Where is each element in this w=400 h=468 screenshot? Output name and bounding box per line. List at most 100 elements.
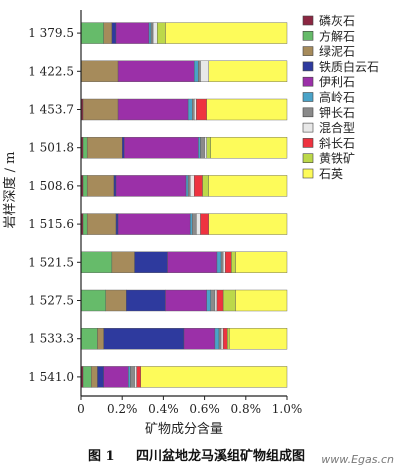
bar-segment-7-5 bbox=[206, 289, 211, 312]
legend-label-10: 石英 bbox=[319, 167, 343, 181]
legend-label-9: 黄铁矿 bbox=[319, 152, 355, 166]
x-tick-label-1: 0.2% bbox=[107, 402, 138, 416]
bar-segment-4-8 bbox=[194, 175, 203, 197]
bar-segment-0-9 bbox=[157, 22, 166, 44]
bar-segment-8-8 bbox=[222, 328, 228, 350]
bar-segment-0-6 bbox=[150, 22, 154, 44]
bar-segment-5-3 bbox=[115, 213, 119, 235]
bar-segment-7-2 bbox=[105, 289, 127, 312]
bar-segment-5-4 bbox=[117, 213, 191, 235]
bar-segment-6-8 bbox=[224, 251, 232, 274]
bar-segment-0-1 bbox=[80, 22, 104, 44]
bar-segment-2-6 bbox=[192, 98, 195, 121]
bar-segment-1-6 bbox=[198, 60, 201, 82]
y-tick-label-8: 1 533.3 bbox=[28, 332, 74, 346]
bar-segment-4-1 bbox=[82, 175, 88, 197]
bar-segment-7-9 bbox=[222, 289, 236, 312]
bar-segment-3-5 bbox=[198, 136, 201, 159]
legend-label-7: 混合型 bbox=[319, 120, 355, 135]
bar-segment-1-4 bbox=[117, 60, 195, 82]
legend-label-6: 钾长石 bbox=[319, 106, 355, 120]
figure-caption-number: 图 1 bbox=[88, 449, 115, 464]
bar-segment-8-4 bbox=[183, 328, 216, 350]
bar-segment-3-2 bbox=[86, 136, 123, 159]
bar-segment-2-10 bbox=[206, 98, 288, 121]
bar-segment-4-9 bbox=[202, 175, 209, 197]
bar-segment-7-7 bbox=[214, 289, 218, 312]
bar-segment-0-7 bbox=[152, 22, 158, 44]
bar-segment-4-4 bbox=[115, 175, 187, 197]
bar-segment-7-3 bbox=[126, 289, 166, 312]
bar-segment-8-1 bbox=[80, 328, 98, 350]
y-tick-label-2: 1 453.7 bbox=[28, 103, 74, 117]
bar-segment-8-10 bbox=[229, 328, 288, 350]
bar-segment-2-8 bbox=[196, 98, 207, 121]
axes-group bbox=[80, 10, 287, 397]
bar-segment-8-6 bbox=[218, 328, 222, 350]
bar-segment-3-3 bbox=[121, 136, 125, 159]
bar-segment-0-10 bbox=[165, 22, 288, 44]
legend-swatch-3 bbox=[302, 61, 314, 72]
x-tick-label-3: 0.6% bbox=[189, 402, 220, 416]
y-tick-label-0: 1 379.5 bbox=[28, 26, 74, 40]
bar-segment-7-6 bbox=[210, 289, 216, 312]
bar-segment-6-1 bbox=[80, 251, 113, 274]
legend-swatch-1 bbox=[302, 30, 314, 41]
x-tick-label-4: 0.8% bbox=[231, 402, 262, 416]
bar-segment-4-5 bbox=[185, 175, 189, 197]
bar-segment-0-3 bbox=[111, 22, 117, 44]
bar-segment-5-8 bbox=[200, 213, 209, 235]
bar-segment-1-5 bbox=[194, 60, 199, 82]
y-tick-label-9: 1 541.0 bbox=[28, 370, 74, 384]
bar-segment-8-5 bbox=[214, 328, 220, 350]
bar-segment-3-4 bbox=[124, 136, 199, 159]
bar-segment-9-5 bbox=[128, 366, 131, 388]
bar-segment-9-7 bbox=[134, 366, 137, 388]
bar-segment-7-10 bbox=[235, 289, 288, 312]
bar-segment-2-2 bbox=[82, 98, 119, 121]
x-tick-label-0: 0 bbox=[77, 402, 85, 416]
bar-segment-2-4 bbox=[117, 98, 189, 121]
bar-segment-5-7 bbox=[196, 213, 201, 235]
y-tick-label-3: 1 501.8 bbox=[28, 141, 74, 155]
bar-segment-6-9 bbox=[231, 251, 236, 274]
x-tick-labels: 0 0.2% 0.4% 0.6% 0.8% 1.0% bbox=[77, 396, 302, 416]
legend-swatch-8 bbox=[302, 138, 314, 148]
bar-segment-6-2 bbox=[111, 251, 135, 274]
bar-segment-9-8 bbox=[136, 366, 141, 388]
bar-segment-4-10 bbox=[208, 175, 288, 197]
bar-segment-3-6 bbox=[200, 136, 205, 159]
bar-segment-6-7 bbox=[222, 251, 226, 274]
bar-segment-4-7 bbox=[189, 175, 195, 197]
legend-label-8: 斜长石 bbox=[319, 136, 355, 150]
bar-segment-9-2 bbox=[91, 366, 98, 388]
bar-segment-8-7 bbox=[220, 328, 224, 350]
x-tick-label-5: 1.0% bbox=[272, 402, 303, 416]
bar-segment-3-10 bbox=[210, 136, 288, 159]
bar-segment-0-4 bbox=[115, 22, 150, 44]
legend-label-5: 高岭石 bbox=[319, 90, 355, 105]
bar-segment-7-8 bbox=[216, 289, 224, 312]
bar-segment-1-2 bbox=[80, 60, 119, 82]
bar-segment-5-10 bbox=[208, 213, 288, 235]
legend-label-4: 伊利石 bbox=[319, 75, 355, 89]
bar-segment-6-3 bbox=[134, 251, 168, 274]
bar-segment-9-6 bbox=[130, 366, 135, 388]
y-tick-labels: 1 379.5 1 422.5 1 453.7 1 501.8 1 508.6 1 515… bbox=[28, 26, 81, 384]
legend-label-1: 方解石 bbox=[319, 28, 355, 43]
y-tick-label-5: 1 515.6 bbox=[28, 217, 74, 231]
bar-segment-0-5 bbox=[148, 22, 152, 44]
bar-segment-8-9 bbox=[227, 328, 230, 350]
y-tick-label-6: 1 521.5 bbox=[28, 255, 74, 269]
bar-segment-5-5 bbox=[189, 213, 193, 235]
x-tick-label-2: 0.4% bbox=[148, 402, 179, 416]
bar-segment-7-4 bbox=[165, 289, 207, 312]
bar-segment-7-1 bbox=[80, 289, 106, 312]
legend-label-3: 铁质白云石 bbox=[319, 59, 379, 74]
bar-segment-5-6 bbox=[192, 213, 197, 235]
bar-segment-0-2 bbox=[103, 22, 113, 44]
bar-segment-6-10 bbox=[235, 251, 288, 274]
